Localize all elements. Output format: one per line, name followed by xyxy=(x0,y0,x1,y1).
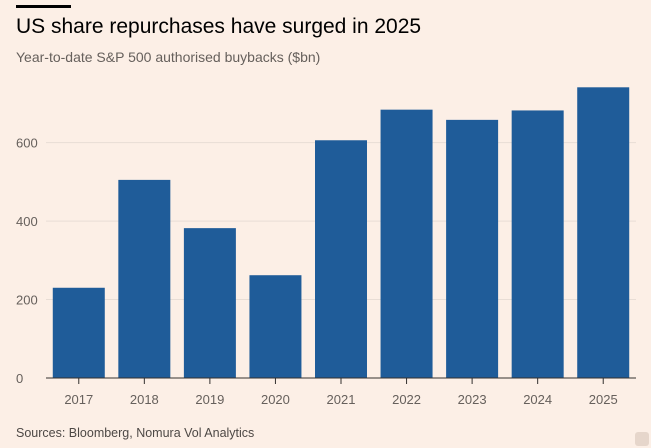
x-tick-label: 2019 xyxy=(195,392,224,407)
bar-2025 xyxy=(577,87,630,379)
bar-2021 xyxy=(315,140,367,378)
chart-subtitle: Year-to-date S&P 500 authorised buybacks… xyxy=(16,49,321,65)
bar-2017 xyxy=(52,287,105,378)
source-note: Sources: Bloomberg, Nomura Vol Analytics xyxy=(16,426,255,440)
bar-2024 xyxy=(511,110,564,378)
axes: 0 200 400 600 2017 2018 2019 2020 2021 2022 2023 20… xyxy=(16,136,636,407)
x-tick-label: 2024 xyxy=(523,392,552,407)
y-tick-label: 400 xyxy=(16,214,38,229)
chart-title: US share repurchases have surged in 2025 xyxy=(16,15,422,38)
y-tick-label: 0 xyxy=(16,371,23,386)
x-tick-label: 2020 xyxy=(261,392,290,407)
x-tick-label: 2022 xyxy=(392,392,421,407)
corner-badge-icon xyxy=(635,432,649,446)
x-tick-label: 2025 xyxy=(589,392,618,407)
x-tick-label: 2018 xyxy=(130,392,159,407)
bar-chart: 0 200 400 600 2017 2018 2019 2020 2021 2022 2023 20… xyxy=(16,87,636,407)
y-tick-label: 600 xyxy=(16,136,38,151)
x-tick-label: 2023 xyxy=(458,392,487,407)
bar-2023 xyxy=(446,119,499,378)
x-tick-label: 2021 xyxy=(327,392,356,407)
x-tick-label: 2017 xyxy=(64,392,93,407)
bar-2019 xyxy=(183,228,236,378)
bar-2018 xyxy=(118,179,171,378)
bar-2020 xyxy=(249,275,302,378)
bars xyxy=(52,87,630,379)
bar-2022 xyxy=(380,109,433,379)
title-rule xyxy=(16,5,71,8)
y-tick-label: 200 xyxy=(16,293,38,308)
